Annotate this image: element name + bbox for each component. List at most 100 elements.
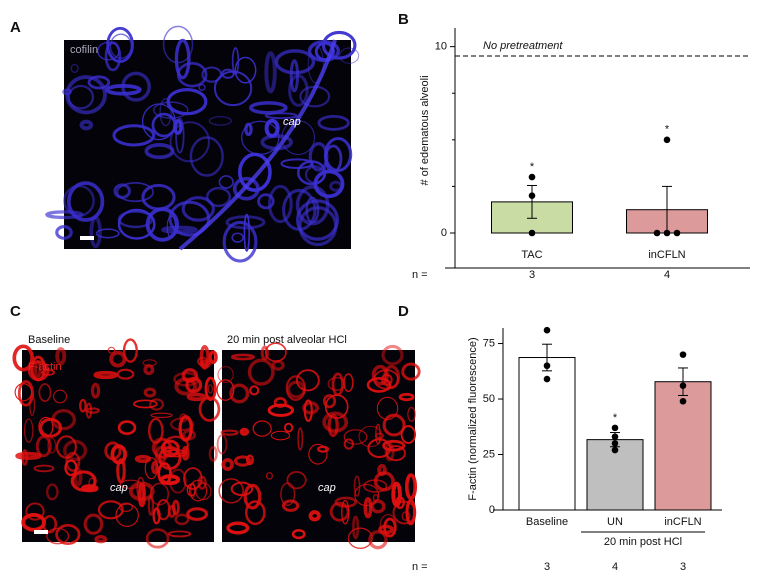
texture (218, 175, 234, 189)
texture (85, 402, 93, 419)
texture (218, 478, 244, 504)
data-point (611, 440, 619, 447)
texture (23, 418, 34, 443)
scale-bar (80, 236, 94, 240)
texture (230, 353, 255, 361)
vessel (178, 39, 337, 251)
texture (97, 500, 124, 520)
texture (379, 513, 397, 538)
texture (115, 503, 139, 528)
texture (368, 530, 388, 550)
texture (70, 470, 97, 492)
texture (378, 524, 394, 535)
texture (207, 384, 213, 394)
texture (395, 496, 405, 510)
texture (343, 429, 368, 445)
texture (237, 152, 272, 192)
texture (79, 119, 94, 131)
significance-star: * (613, 412, 618, 424)
texture (116, 182, 154, 203)
texture (134, 454, 152, 463)
y-tick-label: 0 (489, 504, 495, 516)
texture (249, 385, 260, 396)
texture (175, 117, 185, 154)
texture (358, 425, 383, 448)
texture (329, 180, 343, 192)
texture (136, 476, 146, 501)
texture (216, 379, 235, 401)
texture (239, 427, 250, 436)
n-label: n = (412, 269, 428, 281)
texture (385, 445, 406, 462)
texture (186, 507, 209, 521)
texture (354, 483, 380, 507)
texture (162, 25, 194, 64)
n-value: 3 (529, 269, 535, 281)
n-value: 3 (680, 561, 686, 573)
texture (171, 499, 180, 516)
texture (21, 449, 29, 466)
texture (282, 188, 317, 231)
n-value: 3 (544, 561, 550, 573)
texture (186, 392, 207, 402)
data-point (653, 229, 661, 237)
texture (308, 510, 321, 522)
texture (70, 63, 79, 73)
texture (12, 344, 34, 372)
texture (230, 481, 254, 497)
texture (216, 434, 228, 455)
texture (112, 124, 156, 147)
texture (189, 136, 224, 177)
texture (267, 184, 293, 224)
texture (144, 457, 159, 480)
texture (208, 445, 218, 462)
texture (38, 383, 52, 402)
bar (518, 357, 576, 511)
scale-bar (34, 530, 48, 534)
texture (220, 429, 239, 436)
texture (308, 443, 328, 465)
stain-label: cofilin (70, 44, 98, 56)
texture (167, 530, 192, 538)
y-tick-label: 75 (483, 337, 495, 349)
texture (208, 116, 232, 126)
texture (169, 121, 210, 163)
texture (159, 97, 172, 127)
data-point (673, 229, 681, 237)
panel-label: B (398, 11, 409, 28)
data-point (543, 375, 551, 383)
texture (217, 366, 234, 384)
panel-label: A (10, 19, 21, 36)
x-tick-label: Baseline (526, 516, 568, 528)
texture (190, 482, 196, 498)
texture (55, 225, 73, 240)
texture (257, 193, 275, 210)
texture (229, 383, 250, 404)
stain-label: F-actin (28, 361, 62, 373)
x-tick-label: inCFLN (648, 249, 685, 261)
texture (371, 364, 389, 386)
cap-label: cap (110, 482, 128, 494)
data-point (663, 229, 671, 237)
texture (174, 377, 198, 396)
texture (283, 422, 294, 433)
panel-label: D (398, 303, 409, 320)
texture (45, 210, 84, 220)
texture (260, 345, 269, 361)
texture (204, 376, 217, 402)
texture (197, 475, 207, 490)
texture (295, 185, 330, 226)
texture (179, 413, 188, 423)
y-axis-label: F-actin (normalized fluorescence) (467, 337, 479, 500)
texture (51, 409, 76, 431)
texture (307, 40, 341, 63)
texture (170, 417, 195, 432)
texture (327, 376, 346, 391)
texture (334, 496, 357, 508)
texture (65, 75, 107, 115)
y-axis-label: # of edematous alveoli (419, 75, 431, 185)
texture (188, 479, 208, 502)
texture (370, 499, 386, 514)
texture (183, 467, 203, 490)
